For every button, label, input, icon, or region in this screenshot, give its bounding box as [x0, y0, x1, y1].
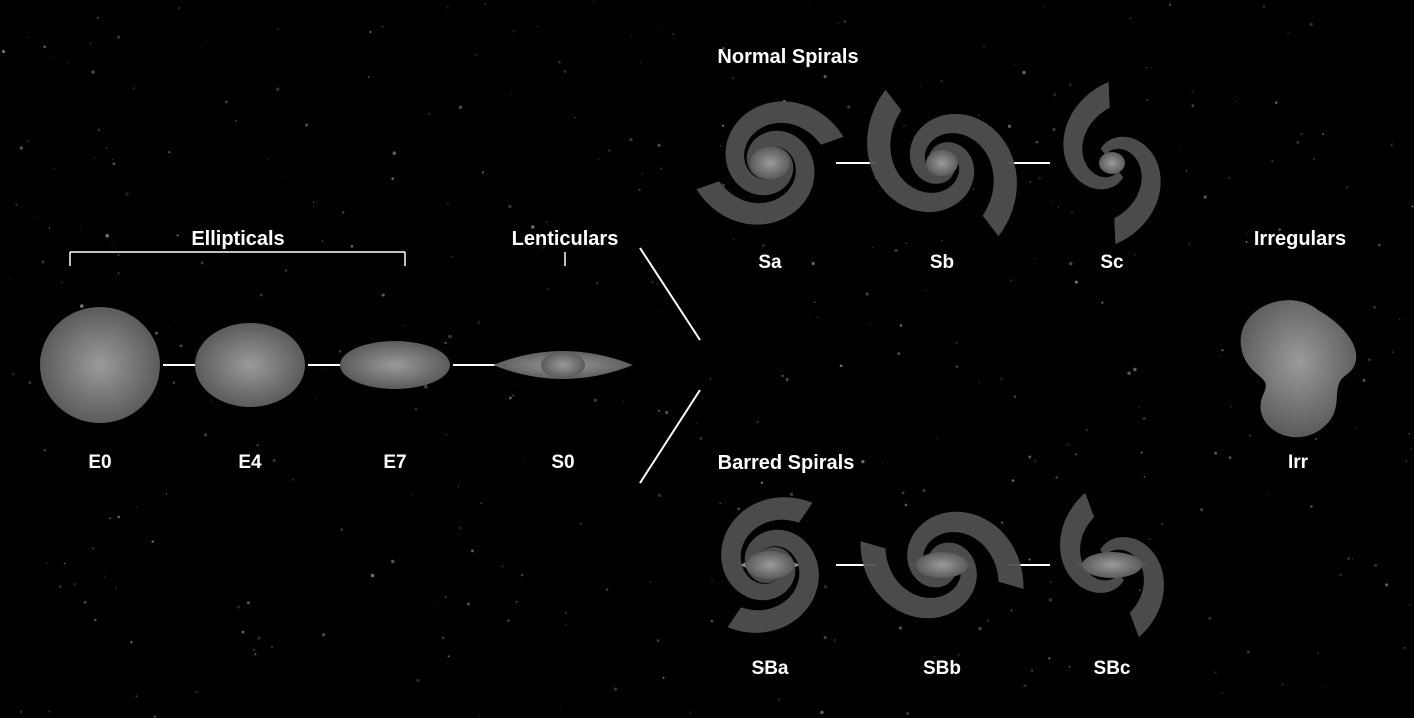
category-label-irregulars: Irregulars: [1150, 228, 1414, 251]
category-label-normal-spirals: Normal Spirals: [638, 46, 938, 69]
galaxy-e4-icon: [195, 323, 305, 407]
galaxy-s0-bulge: [541, 352, 585, 378]
category-label-lenticulars: Lenticulars: [415, 228, 715, 251]
galaxy-sc-icon: [1063, 82, 1160, 244]
galaxy-sa-icon: [697, 101, 844, 224]
code-s0: S0: [413, 452, 713, 474]
galaxy-sb-icon: [867, 90, 1017, 237]
code-sbc: SBc: [962, 658, 1262, 680]
galaxy-sbc-icon: [1060, 493, 1164, 637]
diagram-svg: [0, 0, 1414, 718]
galaxy-sba-icon: [721, 497, 819, 633]
galaxy-e7-icon: [340, 341, 450, 389]
category-label-ellipticals: Ellipticals: [88, 228, 388, 251]
galaxy-e0-icon: [40, 307, 160, 423]
code-sc: Sc: [962, 252, 1262, 274]
galaxy-sbb-icon: [861, 512, 1024, 619]
hubble-sequence-diagram: Ellipticals Lenticulars Normal Spirals B…: [0, 0, 1414, 718]
galaxy-irr-icon: [1241, 300, 1357, 437]
code-irr: Irr: [1148, 452, 1414, 474]
